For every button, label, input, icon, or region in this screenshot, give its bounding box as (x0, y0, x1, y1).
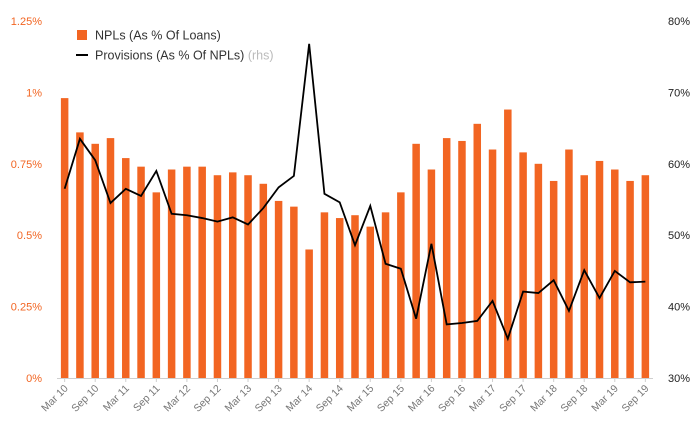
y-left-tick-label: 0.75% (11, 159, 42, 171)
npl-bar (198, 166, 206, 378)
npl-bar (351, 215, 359, 378)
npl-bar (213, 175, 222, 378)
npl-bar (290, 206, 298, 378)
y-left-tick-label: 1% (26, 87, 42, 99)
x-tick-label: Mar 13 (223, 383, 255, 415)
npl-bar (366, 226, 375, 378)
npl-bar (580, 175, 588, 378)
x-tick-label: Sep 13 (253, 383, 285, 415)
npl-bar (244, 175, 252, 378)
y-right-tick-label: 60% (668, 159, 690, 171)
x-tick-label: Mar 11 (101, 383, 132, 414)
npl-bar (122, 158, 130, 378)
legend: NPLs (As % Of Loans) Provisions (As % Of … (76, 29, 274, 63)
npl-bar (167, 169, 176, 378)
npl-bar (91, 143, 99, 378)
npl-bar (626, 180, 634, 378)
x-tick-label: Mar 16 (406, 383, 438, 415)
y-left-tick-label: 1.25% (11, 16, 42, 28)
npl-bar (381, 212, 390, 378)
x-tick-label: Sep 19 (619, 383, 651, 415)
npl-bar (183, 166, 191, 378)
npl-bar (305, 249, 313, 378)
npl-bar (488, 149, 497, 378)
legend-label-provisions: Provisions (As % Of NPLs) (rhs) (95, 49, 274, 63)
x-tick-label: Mar 12 (161, 383, 193, 415)
npl-bar (152, 192, 161, 378)
bars-layer (60, 98, 650, 379)
x-tick-label: Sep 17 (497, 383, 529, 415)
npl-bar (228, 172, 237, 378)
y-right-tick-label: 40% (668, 302, 690, 314)
npl-bar (259, 183, 268, 378)
y-right-tick-label: 80% (668, 16, 690, 28)
x-tick-label: Mar 10 (39, 383, 71, 415)
x-tick-label: Sep 12 (192, 383, 224, 415)
y-right-tick-label: 70% (668, 87, 690, 99)
x-tick-label: Sep 16 (436, 383, 468, 415)
y-left-tick-label: 0.5% (17, 230, 42, 242)
npl-bar (565, 149, 573, 378)
npl-bar (60, 98, 69, 379)
x-tick-label: Sep 15 (375, 383, 407, 415)
npl-bar (595, 160, 604, 378)
npl-bar (274, 200, 283, 378)
npl-bar (106, 138, 115, 378)
x-tick-label: Mar 17 (467, 383, 499, 415)
npl-bar (137, 166, 145, 378)
x-tick-label: Mar 14 (284, 383, 316, 415)
y-left-tick-label: 0.25% (11, 302, 42, 314)
npl-bar (519, 152, 527, 378)
npl-bar (397, 192, 405, 378)
x-tick-label: Mar 15 (345, 383, 377, 415)
npl-bar (427, 169, 436, 378)
npl-bar (473, 123, 482, 378)
npl-bar (76, 132, 84, 378)
x-tick-label: Sep 14 (314, 383, 346, 415)
npl-bar (611, 169, 619, 378)
x-tick-label: Mar 18 (528, 383, 560, 415)
npl-bar (458, 140, 466, 378)
y-right-tick-label: 30% (668, 373, 690, 385)
y-right-tick-label: 50% (668, 230, 690, 242)
legend-label-rhs-suffix: (rhs) (248, 49, 274, 63)
npl-bar (641, 175, 650, 378)
legend-swatch-npls (77, 30, 87, 40)
x-tick-label: Mar 19 (589, 383, 621, 415)
npl-bar (412, 143, 420, 378)
npl-bar (335, 218, 344, 378)
line-layer (63, 43, 646, 342)
npl-bar (534, 163, 543, 378)
legend-label-npls: NPLs (As % Of Loans) (95, 29, 221, 43)
x-tick-label: Sep 18 (558, 383, 590, 415)
y-left-tick-label: 0% (26, 373, 42, 385)
x-tick-label: Sep 10 (69, 383, 101, 415)
npl-bar (442, 138, 451, 378)
x-tick-label: Sep 11 (131, 383, 163, 415)
npl-bar (320, 212, 329, 378)
npl-bar (504, 109, 512, 378)
